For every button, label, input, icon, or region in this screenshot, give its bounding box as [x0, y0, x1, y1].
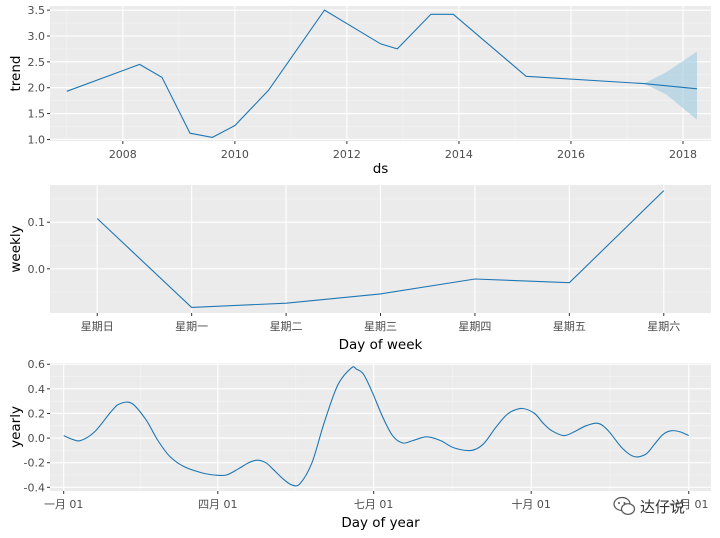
- x-tick-label: 一月 01: [669, 498, 709, 511]
- x-tick-label: 一月 01: [44, 498, 84, 511]
- weekly-panel: 0.0 0.1 星期日 星期一 星期二 星期三 星期四 星期五 星期六 Day of week we…: [8, 185, 711, 353]
- watermark: 达仔说: [613, 496, 685, 516]
- y-tick-label: 0.0: [28, 432, 46, 445]
- y-tick-label: -0.4: [24, 481, 45, 494]
- y-tick-label: 2.0: [28, 82, 46, 95]
- x-tick-label: 2010: [221, 148, 249, 161]
- y-tick-label: 0.6: [28, 358, 46, 371]
- trend-panel: 1.0 1.5 2.0 2.5 3.0 3.5 2008 2010 2012 2014 2016 20…: [8, 4, 711, 177]
- x-tick-label: 四月 01: [198, 498, 238, 511]
- x-axis-title: Day of year: [341, 515, 420, 531]
- x-tick-label: 2008: [109, 148, 137, 161]
- y-axis-title: trend: [8, 56, 24, 92]
- series-line-0: [63, 366, 689, 487]
- y-tick-label: -0.2: [24, 457, 45, 470]
- x-tick-label: 星期二: [270, 320, 303, 333]
- x-axis-title: ds: [373, 161, 389, 177]
- y-tick-label: 1.0: [28, 133, 46, 146]
- y-tick-label: 0.4: [28, 383, 46, 396]
- x-tick-label: 星期三: [364, 320, 397, 333]
- y-tick-label: 3.5: [28, 4, 46, 17]
- wechat-icon: [613, 496, 636, 515]
- y-tick-label: 0.0: [28, 263, 46, 276]
- series-line-0: [96, 190, 665, 308]
- x-tick-label: 十月 01: [511, 497, 551, 511]
- x-tick-label: 星期四: [458, 320, 491, 333]
- y-tick-label: 2.5: [28, 56, 46, 69]
- x-tick-label: 2018: [669, 148, 697, 161]
- y-axis-title: yearly: [8, 406, 24, 448]
- x-tick-label: 2014: [445, 148, 473, 161]
- y-tick-label: 1.5: [28, 108, 46, 121]
- x-tick-label: 星期五: [553, 320, 586, 333]
- y-tick-label: 0.2: [28, 407, 46, 420]
- y-axis-title: weekly: [8, 225, 24, 272]
- x-tick-label: 星期六: [647, 320, 680, 333]
- x-axis-title: Day of week: [339, 337, 423, 353]
- series-line-0: [66, 9, 698, 138]
- yearly-panel: -0.4 -0.2 0.0 0.2 0.4 0.6 一月 01 四月 01 七月 01 十月 01…: [8, 358, 711, 531]
- x-tick-label: 七月 01: [354, 498, 394, 511]
- x-tick-label: 星期日: [81, 320, 114, 333]
- x-tick-label: 2012: [333, 148, 361, 161]
- x-tick-label: 2016: [557, 148, 585, 161]
- panel-background: [50, 363, 711, 491]
- y-tick-label: 0.1: [28, 216, 46, 229]
- watermark-text: 达仔说: [640, 498, 685, 516]
- panel-background: [50, 6, 711, 141]
- y-tick-label: 3.0: [28, 30, 46, 43]
- x-tick-label: 星期一: [175, 320, 208, 333]
